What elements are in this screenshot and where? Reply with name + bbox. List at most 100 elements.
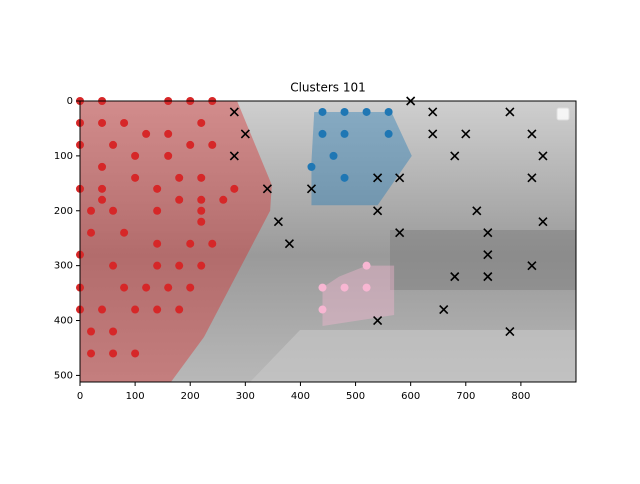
marker-stroke (273, 217, 283, 227)
cluster-point (175, 261, 184, 270)
cluster-point (186, 140, 195, 149)
marker-stroke (450, 151, 460, 161)
x-tick-label: 500 (346, 391, 365, 402)
x-tick-label: 300 (236, 391, 255, 402)
noise-point (229, 151, 239, 161)
x-tick-label: 0 (77, 391, 83, 402)
marker-stroke (527, 261, 537, 271)
noise-point (273, 217, 283, 227)
cluster-point (219, 195, 228, 204)
marker-stroke (505, 107, 515, 117)
marker-stroke (527, 129, 537, 139)
noise-point (538, 151, 548, 161)
marker-stroke (505, 326, 515, 337)
marker-stroke (483, 228, 493, 238)
noise-point (373, 315, 383, 326)
cluster-point (120, 283, 129, 292)
cluster-point (197, 118, 206, 127)
cluster-point (362, 283, 371, 292)
cluster-point (197, 261, 206, 270)
legend (556, 107, 570, 121)
cluster-point (109, 261, 118, 270)
cluster-point (362, 107, 371, 116)
marker-stroke (439, 304, 449, 315)
noise-point (306, 184, 317, 194)
marker-stroke (262, 184, 272, 194)
cluster-point (208, 140, 217, 149)
cluster-point (175, 305, 184, 314)
cluster-hull (80, 101, 272, 382)
y-tick-label: 300 (54, 261, 73, 272)
x-tick-label: 100 (126, 391, 145, 402)
noise-point (483, 228, 493, 238)
cluster-point (340, 283, 349, 292)
cluster-point (120, 228, 129, 237)
marker-stroke (229, 107, 239, 117)
marker-stroke (428, 107, 438, 117)
noise-point (527, 261, 537, 271)
x-tick-label: 700 (456, 391, 475, 402)
y-tick-label: 0 (67, 96, 73, 107)
cluster-point (384, 129, 393, 138)
noise-point (527, 173, 537, 183)
cluster-point (318, 305, 327, 314)
cluster-point (186, 283, 195, 292)
cluster-point (109, 327, 118, 336)
cluster-point (340, 107, 349, 116)
cluster-point (164, 129, 173, 138)
noise-point (373, 206, 383, 216)
y-tick-label: 400 (54, 316, 73, 327)
cluster-point (131, 305, 140, 314)
y-tick-label: 500 (54, 370, 73, 381)
cluster-point (340, 129, 349, 138)
background-crosswalk (250, 330, 576, 382)
marker-stroke (483, 272, 493, 282)
cluster-point (153, 184, 162, 193)
cluster-hull (322, 265, 395, 327)
cluster-point (153, 305, 162, 314)
noise-point (240, 129, 250, 139)
cluster-point (153, 206, 162, 215)
marker-stroke (395, 228, 405, 238)
noise-point (483, 250, 493, 260)
cluster-point (197, 217, 206, 226)
cluster-point (164, 283, 173, 292)
cluster-point (131, 349, 140, 358)
cluster-point (329, 151, 338, 160)
marker-stroke (527, 173, 537, 183)
noise-point (262, 184, 272, 194)
noise-point (461, 129, 471, 139)
noise-point (505, 107, 515, 117)
cluster-point (186, 239, 195, 248)
noise-point (450, 151, 460, 161)
noise-point (538, 217, 548, 227)
noise-point (395, 228, 405, 238)
marker-stroke (461, 129, 471, 139)
marker-stroke (229, 151, 239, 161)
marker-stroke (284, 239, 294, 249)
cluster-point (87, 349, 96, 358)
cluster-point (131, 173, 140, 182)
noise-point (505, 326, 515, 337)
marker-stroke (450, 272, 460, 282)
marker-stroke (373, 173, 383, 183)
cluster-point (318, 283, 327, 292)
noise-point (472, 206, 482, 216)
cluster-point (109, 349, 118, 358)
cluster-point (175, 195, 184, 204)
noise-point (483, 272, 493, 282)
marker-stroke (306, 184, 317, 194)
cluster-point (340, 173, 349, 182)
cluster-point (164, 151, 173, 160)
cluster-point (98, 118, 107, 127)
cluster-point (197, 206, 206, 215)
background-street (390, 230, 576, 290)
plot-area (76, 96, 548, 382)
axes-frame (79, 100, 577, 383)
marker-stroke (538, 217, 548, 227)
cluster-point (197, 195, 206, 204)
x-tick-label: 800 (511, 391, 530, 402)
cluster-point (318, 107, 327, 116)
